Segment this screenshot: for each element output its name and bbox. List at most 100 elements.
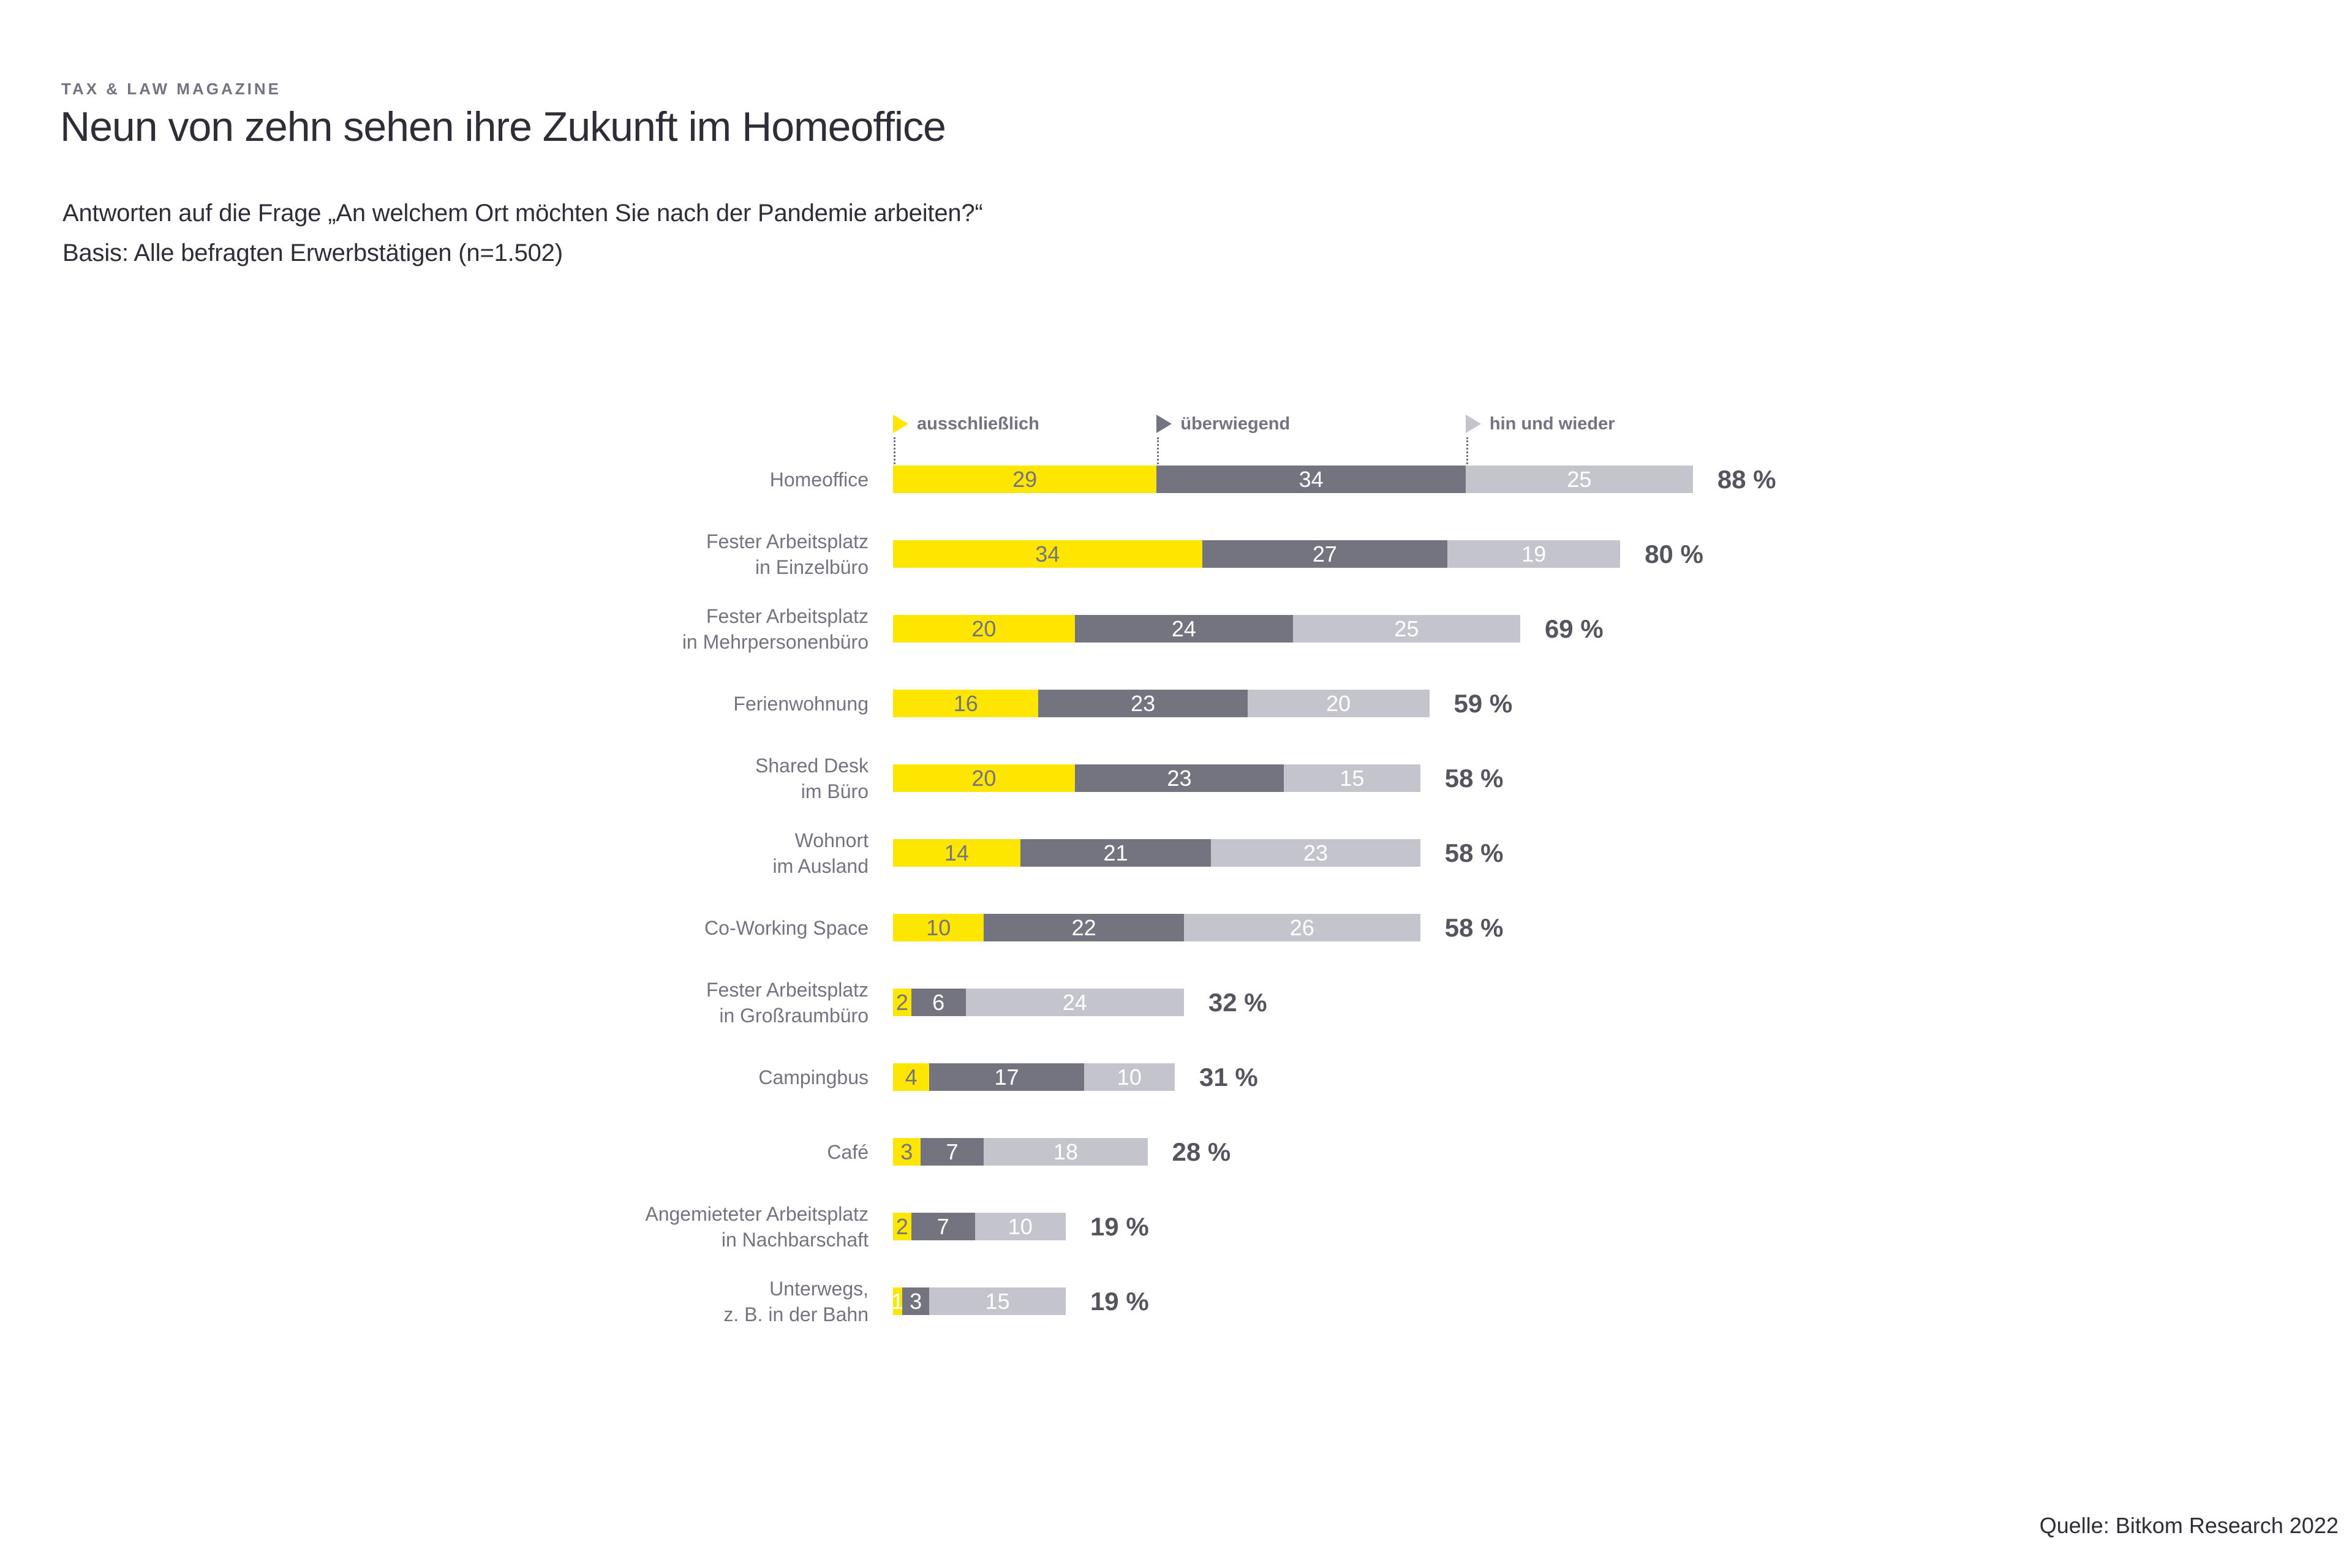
bar-segment-exclusive: 2 [893,1213,911,1240]
row-total-percent: 88 % [1717,464,1776,494]
segment-value: 22 [1071,915,1096,940]
stacked-bar: 1 3 15 [891,1287,1066,1315]
bar-segment-mostly: 7 [920,1138,984,1166]
bar-segment-sometimes: 18 [984,1138,1148,1166]
legend-marker-triangle-icon [1156,415,1172,433]
segment-value: 20 [971,766,997,791]
legend-connector-dotted-line [1157,437,1159,464]
segment-value: 20 [971,616,997,641]
bar-segment-sometimes: 20 [1247,690,1430,717]
chart-row: Homeoffice 29 34 25 88 % [0,464,2352,494]
row-label: Shared Desk im Büro [755,754,869,802]
stacked-bar: 10 22 26 [893,914,1420,941]
segment-value: 3 [910,1289,922,1314]
segment-value: 7 [946,1139,959,1164]
chart-title: Neun von zehn sehen ihre Zukunft im Home… [60,104,946,150]
bar-segment-exclusive: 29 [893,466,1157,493]
legend-item: überwiegend [1156,414,1290,435]
segment-value: 24 [1171,616,1196,641]
segment-value: 15 [985,1289,1010,1314]
bar-segment-exclusive: 1 [891,1287,904,1315]
row-total-percent: 31 % [1199,1062,1258,1091]
chart-row: Wohnort im Ausland 14 21 23 58 % [0,829,2352,877]
chart-row: Fester Arbeitsplatz in Einzelbüro 34 27 19 80… [0,530,2352,578]
bar-segment-mostly: 3 [902,1287,930,1315]
chart-row: Ferienwohnung 16 23 20 59 % [0,688,2352,718]
bar-segment-sometimes: 15 [1284,764,1420,792]
bar-segment-mostly: 22 [984,914,1184,941]
segment-value: 23 [1131,691,1156,716]
segment-value: 23 [1303,840,1329,865]
segment-value: 34 [1035,541,1060,567]
bar-segment-mostly: 7 [911,1213,975,1240]
segment-value: 26 [1289,915,1314,940]
bar-segment-mostly: 17 [929,1063,1084,1091]
segment-value: 34 [1298,467,1324,492]
bar-segment-mostly: 24 [1074,615,1293,643]
bar-segment-exclusive: 20 [893,615,1075,643]
segment-value: 20 [1326,691,1351,716]
segment-value: 25 [1567,467,1592,492]
bar-segment-exclusive: 3 [893,1138,921,1166]
row-total-percent: 80 % [1645,539,1703,568]
segment-value: 17 [994,1065,1019,1090]
stacked-bar: 29 34 25 [893,466,1693,493]
row-total-percent: 28 % [1172,1137,1231,1166]
segment-value: 18 [1053,1139,1078,1164]
chart-row: Co-Working Space 10 22 26 58 % [0,913,2352,942]
stacked-bar: 16 23 20 [893,690,1430,717]
chart-row: Campingbus 4 17 10 31 % [0,1063,2352,1091]
chart-subtitle-basis: Basis: Alle befragten Erwerbstätigen (n=… [62,239,563,266]
bar-segment-mostly: 21 [1020,839,1212,867]
row-total-percent: 69 % [1544,614,1604,643]
segment-value: 2 [895,1214,908,1239]
row-total-percent: 59 % [1453,688,1513,718]
segment-value: 15 [1340,766,1365,791]
bar-segment-sometimes: 25 [1465,466,1693,493]
row-label: Fester Arbeitsplatz in Mehrpersonenbüro [682,605,869,653]
row-label: Angemieteter Arbeitsplatz in Nachbarschaf… [645,1202,869,1251]
legend-marker-triangle-icon [1465,415,1481,433]
segment-value: 3 [900,1139,913,1164]
bar-segment-mostly: 23 [1074,764,1284,792]
bar-segment-sometimes: 23 [1211,839,1420,867]
segment-value: 10 [1117,1065,1142,1090]
row-label: Fester Arbeitsplatz in Einzelbüro [706,530,869,578]
legend-connector-dotted-line [894,437,895,464]
chart-row: Angemieteter Arbeitsplatz in Nachbarschaf… [0,1203,2352,1251]
legend-label: überwiegend [1180,414,1291,434]
stacked-bar: 34 27 19 [893,540,1621,568]
segment-value: 4 [905,1065,918,1090]
stacked-bar: 20 23 15 [893,764,1420,792]
source-credit: Quelle: Bitkom Research 2022 [2039,1513,2339,1538]
chart-row: Shared Desk im Büro 20 23 15 58 % [0,755,2352,802]
chart-row: Unterwegs, z. B. in der Bahn 1 3 15 19 % [0,1278,2352,1325]
segment-value: 29 [1012,467,1038,492]
legend-connector-dotted-line [1466,437,1468,464]
magazine-eyebrow: TAX & LAW MAGAZINE [61,80,281,98]
bar-segment-mostly: 6 [911,989,966,1016]
segment-value: 10 [1008,1214,1033,1239]
segment-value: 23 [1167,766,1192,791]
bar-segment-exclusive: 10 [893,914,984,941]
segment-value: 24 [1062,990,1087,1015]
bar-segment-exclusive: 14 [893,839,1020,867]
bar-segment-exclusive: 20 [893,764,1075,792]
segment-value: 2 [895,990,908,1015]
row-total-percent: 32 % [1208,987,1267,1017]
segment-value: 19 [1521,541,1547,567]
bar-segment-sometimes: 24 [965,989,1184,1016]
bar-segment-mostly: 27 [1202,540,1448,568]
stacked-bar: 3 7 18 [893,1138,1148,1166]
row-label: Homeoffice [769,468,869,491]
stacked-bar: 14 21 23 [893,839,1420,867]
segment-value: 14 [944,840,969,865]
segment-value: 7 [937,1214,949,1239]
stacked-bar: 2 6 24 [893,989,1184,1016]
row-total-percent: 58 % [1444,913,1504,942]
segment-value: 6 [932,990,945,1015]
legend-label: ausschließlich [917,414,1039,434]
segment-value: 1 [891,1289,904,1314]
row-total-percent: 58 % [1444,838,1504,867]
